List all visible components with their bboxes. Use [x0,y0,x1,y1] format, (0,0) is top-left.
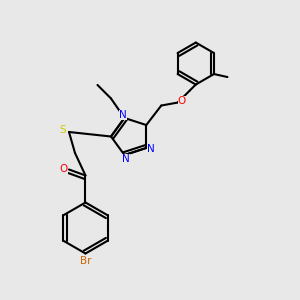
Text: O: O [178,96,186,106]
Text: S: S [60,125,66,136]
Text: N: N [122,154,130,164]
Text: N: N [147,144,155,154]
Text: Br: Br [80,256,91,266]
Text: O: O [59,164,68,175]
Text: N: N [119,110,127,120]
